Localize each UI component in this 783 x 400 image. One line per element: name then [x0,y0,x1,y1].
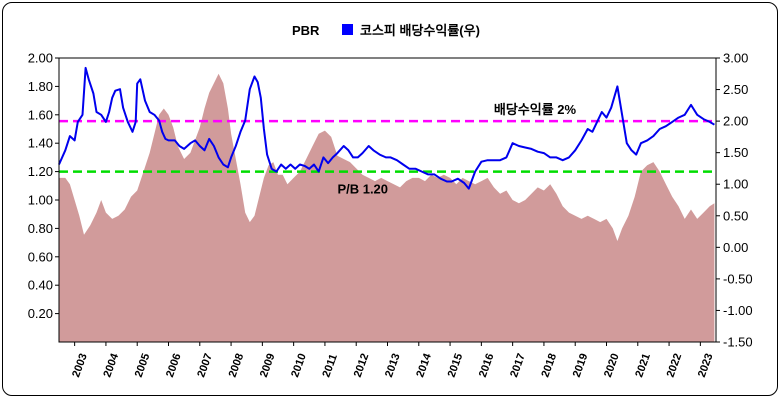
pbr-reference-label: P/B 1.20 [337,182,388,197]
x-tick-label: 2005 [133,352,153,379]
y-left-tick-label: 1.60 [28,107,53,122]
legend: PBR 코스피 배당수익률(우) [292,23,480,38]
x-tick-label: 2019 [571,352,591,379]
pbr-line-layer [58,66,715,190]
y-left-tick-label: 1.20 [28,164,53,179]
y-left-tick-label: 0.60 [28,249,53,264]
x-tick-label: 2020 [602,352,622,379]
x-tick-label: 2012 [352,352,372,379]
y-right-tick-label: 3.00 [723,51,748,66]
y-left-tick-label: 0.80 [28,221,53,236]
dividend-reference-label: 배당수익률 2% [494,102,577,117]
y-right-tick-label: 1.00 [723,177,748,192]
x-tick-label: 2014 [414,351,434,379]
x-tick-label: 2023 [696,352,716,379]
y-left-tick-label: 0.20 [28,306,53,321]
y-right-tick-label: 0.00 [723,240,748,255]
legend-label-pbr: PBR [292,23,320,38]
y-right-tick-label: -1.50 [723,335,753,350]
x-tick-label: 2017 [508,352,528,379]
x-tick-label: 2009 [258,352,278,379]
x-tick-label: 2011 [320,352,339,379]
legend-marker-dividend [342,24,353,35]
x-tick-label: 2008 [227,352,247,379]
x-tick-label: 2003 [70,352,90,379]
legend-label-dividend: 코스피 배당수익률(우) [360,23,480,38]
x-tick-label: 2007 [195,352,215,379]
x-tick-label: 2018 [539,352,559,379]
y-left-tick-label: 1.80 [28,79,53,94]
annotations-layer: P/B 1.20 배당수익률 2% [337,102,576,196]
x-tick-label: 2006 [164,352,184,379]
y-right-tick-label: 1.50 [723,145,748,160]
x-tick-label: 2016 [477,352,497,379]
x-tick-label: 2015 [446,352,466,379]
y-right-tick-label: -1.00 [723,303,753,318]
y-left-tick-label: 1.40 [28,136,53,151]
x-tick-label: 2004 [101,351,121,379]
reference-lines-layer [59,119,716,173]
x-tick-label: 2022 [665,352,685,379]
y-right-tick-label: -0.50 [723,271,753,286]
y-left-tick-label: 1.00 [28,193,53,208]
dividend-yield-area [59,73,715,343]
x-tick-label: 2013 [383,352,403,379]
pbr-line [58,66,715,190]
y-right-tick-label: 2.50 [723,82,748,97]
x-tick-label: 2021 [633,352,653,379]
y-right-tick-label: 2.00 [723,114,748,129]
dividend-yield-area-layer [59,73,715,343]
y-left-tick-label: 2.00 [28,51,53,66]
y-right-tick-label: 0.50 [723,208,748,223]
x-tick-label: 2010 [289,352,309,379]
y-left-tick-label: 0.40 [28,278,53,293]
